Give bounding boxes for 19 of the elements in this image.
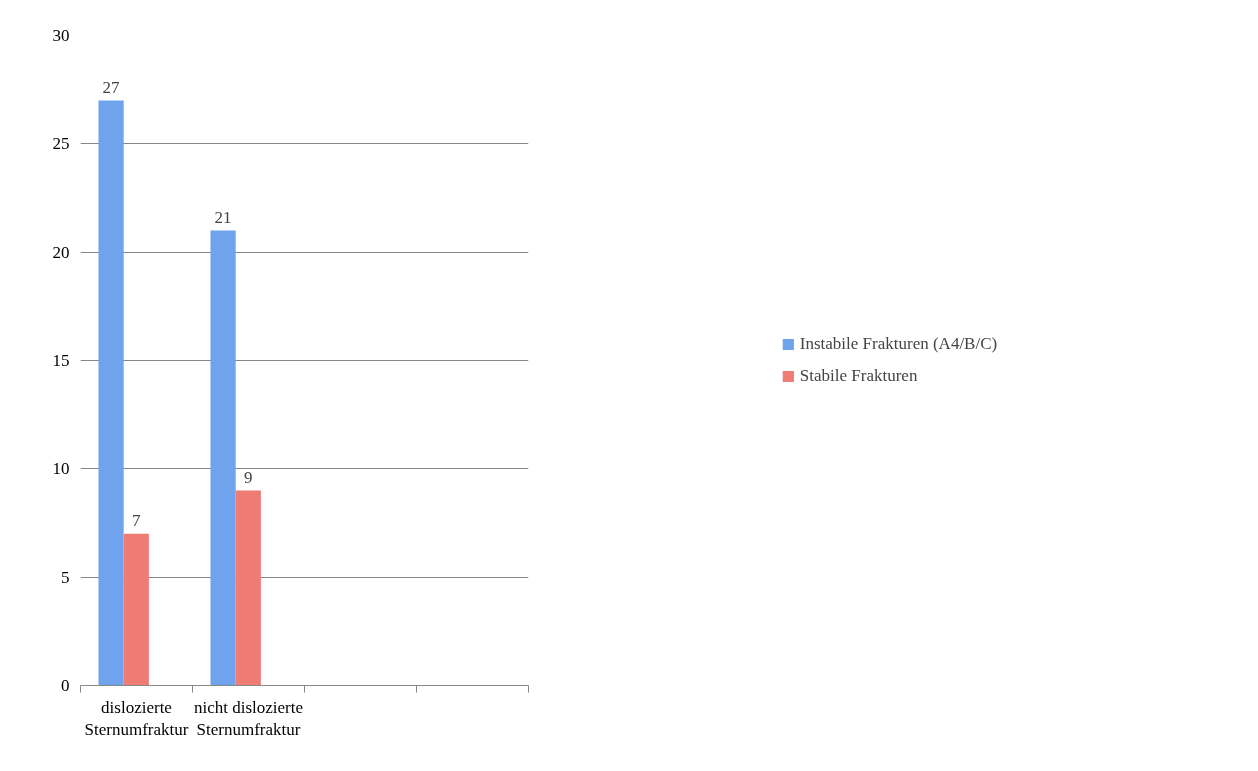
legend-label: Stabile Frakturen (799, 366, 918, 386)
data-label: 21 (214, 207, 232, 227)
y-tick-label: 25 (52, 134, 70, 154)
bar (98, 100, 124, 686)
y-tick-label: 20 (52, 242, 70, 262)
y-tick-label: 15 (52, 351, 70, 370)
x-tick-label: nicht dislozierte Sternumfraktur (193, 697, 304, 740)
data-label: 7 (132, 510, 142, 530)
data-label: 27 (102, 77, 121, 97)
y-tick-label: 10 (52, 459, 70, 479)
legend-label: Instabile Frakturen (A4/B/C) (799, 334, 998, 354)
bar (123, 533, 149, 686)
x-tick-label: dislozierte Sternumfraktur (84, 697, 189, 740)
y-tick-label: 0 (61, 676, 70, 695)
bar (210, 230, 236, 686)
y-tick-label: 30 (52, 26, 70, 45)
y-tick-label: 5 (61, 567, 70, 587)
data-label: 9 (244, 467, 253, 487)
bar (235, 490, 261, 686)
